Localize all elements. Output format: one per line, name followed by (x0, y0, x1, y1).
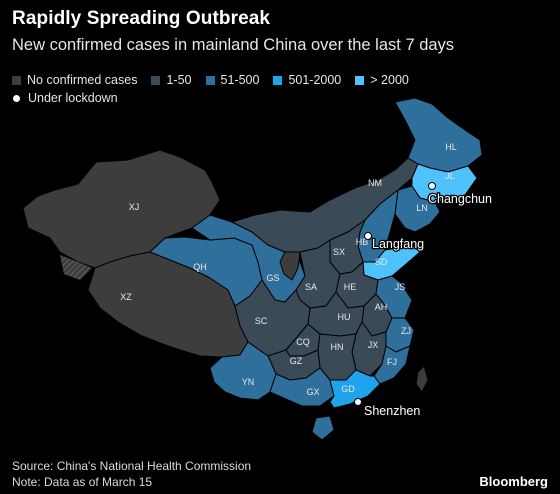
legend-swatch (151, 75, 161, 85)
province-hainan (311, 415, 335, 441)
province-label-hn: HN (331, 342, 344, 352)
city-dot-shenzhen (354, 398, 362, 406)
province-gd (329, 369, 381, 409)
legend-item-over-2000: > 2000 (355, 73, 409, 87)
province-label-hb: HB (356, 237, 369, 247)
legend-item-none: No confirmed cases (12, 73, 137, 87)
province-label-fj: FJ (387, 357, 397, 367)
legend-swatch (273, 75, 283, 85)
province-label-gz: GZ (290, 356, 303, 366)
province-ln (394, 185, 441, 233)
province-label-sc: SC (255, 316, 268, 326)
province-label-gd: GD (341, 384, 355, 394)
data-note: Note: Data as of March 15 (12, 475, 153, 489)
city-label-shenzhen: Shenzhen (364, 404, 420, 418)
legend-label: 51-500 (220, 73, 260, 87)
province-label-ln: LN (416, 203, 428, 213)
legend-label: > 2000 (370, 73, 409, 87)
province-label-gx: GX (306, 387, 319, 397)
legend-item-51-500: 51-500 (205, 73, 260, 87)
province-label-js: JS (395, 282, 406, 292)
province-label-jl: JL (445, 171, 455, 181)
city-label-changchun: Changchun (428, 192, 492, 206)
footer: Source: China's National Health Commissi… (12, 458, 251, 490)
legend-label: 1-50 (166, 73, 192, 87)
city-dot-langfang (364, 232, 372, 240)
legend-swatch (355, 75, 365, 85)
province-label-ah: AH (375, 302, 388, 312)
legend-lockdown-label: Under lockdown (28, 91, 118, 105)
province-yn (209, 341, 277, 401)
page-subtitle: New confirmed cases in mainland China ov… (12, 36, 455, 54)
province-label-he: HE (344, 282, 357, 292)
province-label-yn: YN (242, 377, 255, 387)
legend-item-1-50: 1-50 (151, 73, 192, 87)
province-label-nm: NM (368, 178, 382, 188)
disputed-area (60, 255, 92, 280)
province-label-qh: QH (193, 262, 207, 272)
province-label-zj: ZJ (401, 326, 411, 336)
source-note: Source: China's National Health Commissi… (12, 459, 252, 473)
lockdown-dot-icon (13, 94, 20, 102)
legend-lockdown: Under lockdown (12, 89, 423, 107)
legend: No confirmed cases 1-50 51-500 501-2000 … (12, 71, 423, 107)
legend-label: No confirmed cases (27, 73, 138, 87)
province-label-jx: JX (368, 340, 379, 350)
page-title: Rapidly Spreading Outbreak (12, 8, 271, 29)
province-label-hl: HL (445, 142, 457, 152)
province-jl (411, 163, 478, 203)
province-label-gs: GS (266, 273, 279, 283)
legend-swatch (12, 75, 21, 85)
taiwan (415, 365, 429, 393)
legend-swatch (205, 75, 215, 85)
province-label-hu: HU (338, 312, 351, 322)
legend-scale: No confirmed cases 1-50 51-500 501-2000 … (12, 71, 423, 89)
province-label-sa: SA (305, 282, 317, 292)
lockdown-cities: Changchun Langfang Shenzhen (354, 182, 493, 419)
bloomberg-logo: Bloomberg (479, 474, 548, 489)
province-label-xj: XJ (129, 202, 140, 212)
legend-label: 501-2000 (288, 73, 342, 87)
province-label-sd: SD (375, 257, 388, 267)
city-dot-changchun (428, 182, 436, 190)
city-label-langfang: Langfang (372, 237, 424, 251)
province-label-xz: XZ (120, 292, 132, 302)
province-label-cq: CQ (296, 337, 310, 347)
legend-item-501-2000: 501-2000 (273, 73, 341, 87)
province-label-sx: SX (333, 247, 345, 257)
